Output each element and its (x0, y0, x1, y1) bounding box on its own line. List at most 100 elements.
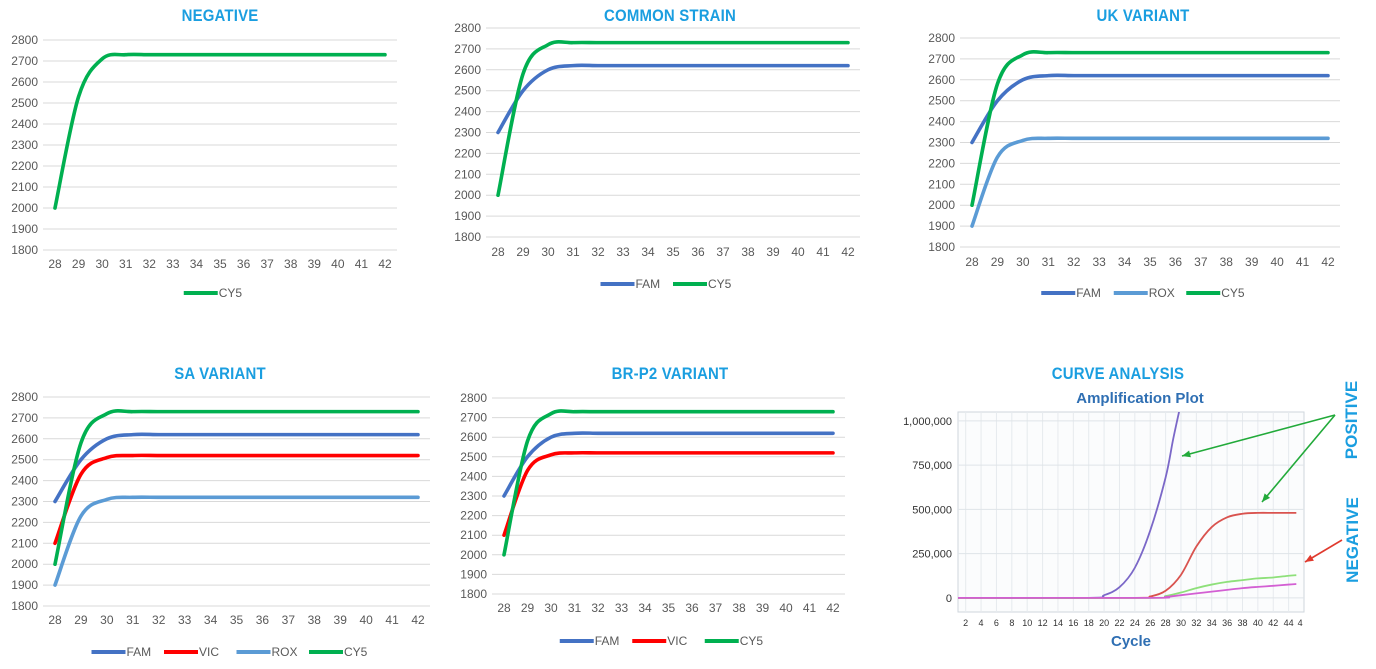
x-tick-label: 24 (1130, 618, 1140, 628)
series-line-fam (53, 432, 420, 504)
x-tick-label: 14 (1053, 618, 1063, 628)
y-tick-label: 1800 (460, 587, 487, 601)
x-tick-label: 37 (260, 257, 274, 271)
x-tick-label: 36 (1222, 618, 1232, 628)
x-tick-label: 29 (516, 245, 530, 259)
chart-title: UK VARIANT (1096, 6, 1190, 25)
y-tick-label: 2000 (454, 188, 481, 202)
y-tick-label: 2400 (928, 115, 955, 129)
legend-label: ROX (272, 645, 298, 659)
x-tick-label: 44 (1284, 618, 1294, 628)
positive-arrow (1181, 414, 1336, 457)
x-tick-label: 30 (100, 613, 114, 627)
legend-label: CY5 (1221, 286, 1245, 300)
x-tick-label: 32 (591, 601, 605, 615)
x-tick-label: 34 (1207, 618, 1217, 628)
x-tick-label: 41 (803, 601, 817, 615)
y-tick-label: 2500 (460, 450, 487, 464)
positive-arrow-head (1182, 450, 1191, 458)
x-tick-label: 35 (230, 613, 244, 627)
x-tick-label: 38 (1220, 255, 1234, 269)
y-tick-label: 2600 (928, 73, 955, 87)
y-tick-label: 2400 (454, 105, 481, 119)
y-tick-label: 1900 (11, 578, 38, 592)
y-tick-label: 2200 (11, 159, 38, 173)
x-tick-label: 4 (979, 618, 984, 628)
x-tick-label: 34 (638, 601, 652, 615)
x-tick-label: 32 (143, 257, 157, 271)
x-tick-label: 41 (385, 613, 399, 627)
y-tick-label: 2300 (460, 489, 487, 503)
y-tick-label: 2700 (11, 411, 38, 425)
series-line-fam (502, 431, 835, 498)
x-tick-label: 34 (1118, 255, 1132, 269)
series-line-cy5 (496, 40, 850, 197)
y-tick-label: 2100 (11, 180, 38, 194)
chart-title: NEGATIVE (181, 6, 259, 25)
x-tick-label: 31 (126, 613, 140, 627)
y-tick-label: 2200 (928, 156, 955, 170)
x-tick-label: 28 (48, 613, 62, 627)
legend-label: CY5 (740, 634, 764, 648)
x-tick-label: 36 (237, 257, 251, 271)
x-tick-label: 4 (1298, 618, 1303, 628)
legend-label: FAM (636, 277, 661, 291)
chart-plot: 1800 1900 2000 2100 2200 2300 2400 2500 2600 2700… (928, 31, 1340, 300)
legend-label: FAM (595, 634, 620, 648)
x-tick-label: 20 (1099, 618, 1109, 628)
x-tick-label: 31 (566, 245, 580, 259)
y-tick-label: 1800 (11, 599, 38, 613)
y-tick-label: 2000 (928, 198, 955, 212)
x-tick-label: 6 (994, 618, 999, 628)
y-tick-label: 2500 (928, 94, 955, 108)
legend-label: CY5 (219, 286, 243, 300)
x-tick-label: 29 (991, 255, 1005, 269)
x-tick-label: 42 (378, 257, 392, 271)
y-tick-label: 1800 (928, 240, 955, 254)
y-tick-label: 1900 (454, 209, 481, 223)
y-tick-label: 1900 (11, 222, 38, 236)
y-tick-label: 2100 (460, 528, 487, 542)
x-tick-label: 40 (779, 601, 793, 615)
x-tick-label: 33 (166, 257, 180, 271)
x-tick-label: 18 (1084, 618, 1094, 628)
x-tick-label: 30 (1016, 255, 1030, 269)
x-tick-label: 38 (1237, 618, 1247, 628)
chart-common-strain: COMMON STRAIN 1800 1900 2000 2100 2200 2300 24… (440, 0, 900, 320)
y-tick-label: 2100 (928, 177, 955, 191)
chart-title: BR-P2 VARIANT (611, 364, 729, 383)
y-tick-label: 2000 (11, 201, 38, 215)
x-tick-label: 30 (541, 245, 555, 259)
x-tick-label: 40 (359, 613, 373, 627)
negative-arrow-head (1305, 554, 1314, 562)
y-tick-label: 2500 (11, 96, 38, 110)
chart-plot: 1800 1900 2000 2100 2200 2300 2400 2500 2600 2700… (454, 21, 860, 291)
y-tick-label: 2400 (11, 474, 38, 488)
series-line-vic (502, 450, 835, 537)
x-tick-label: 30 (1176, 618, 1186, 628)
x-tick-label: 35 (662, 601, 676, 615)
chart-sa-variant: SA VARIANT 1800 1900 2000 2100 2200 2300 2400 2… (0, 360, 440, 664)
positive-label: POSITIVE (1342, 380, 1362, 460)
x-tick-label: 34 (641, 245, 655, 259)
x-tick-label: 31 (568, 601, 582, 615)
x-tick-label: 12 (1038, 618, 1048, 628)
x-tick-label: 29 (521, 601, 535, 615)
x-tick-label: 34 (204, 613, 218, 627)
series-line-rox (970, 136, 1330, 228)
series-line-fam (496, 63, 850, 135)
chart-title: COMMON STRAIN (604, 6, 736, 25)
y-tick-label: 750,000 (912, 460, 952, 472)
y-tick-label: 2700 (454, 42, 481, 56)
x-tick-label: 39 (756, 601, 770, 615)
x-tick-label: 26 (1145, 618, 1155, 628)
y-tick-label: 2500 (11, 453, 38, 467)
x-tick-label: 16 (1068, 618, 1078, 628)
x-tick-label: 36 (691, 245, 705, 259)
x-tick-label: 32 (591, 245, 605, 259)
x-tick-label: 35 (666, 245, 680, 259)
y-tick-label: 1,000,000 (903, 416, 952, 428)
x-tick-label: 42 (841, 245, 855, 259)
legend-label: CY5 (344, 645, 368, 659)
